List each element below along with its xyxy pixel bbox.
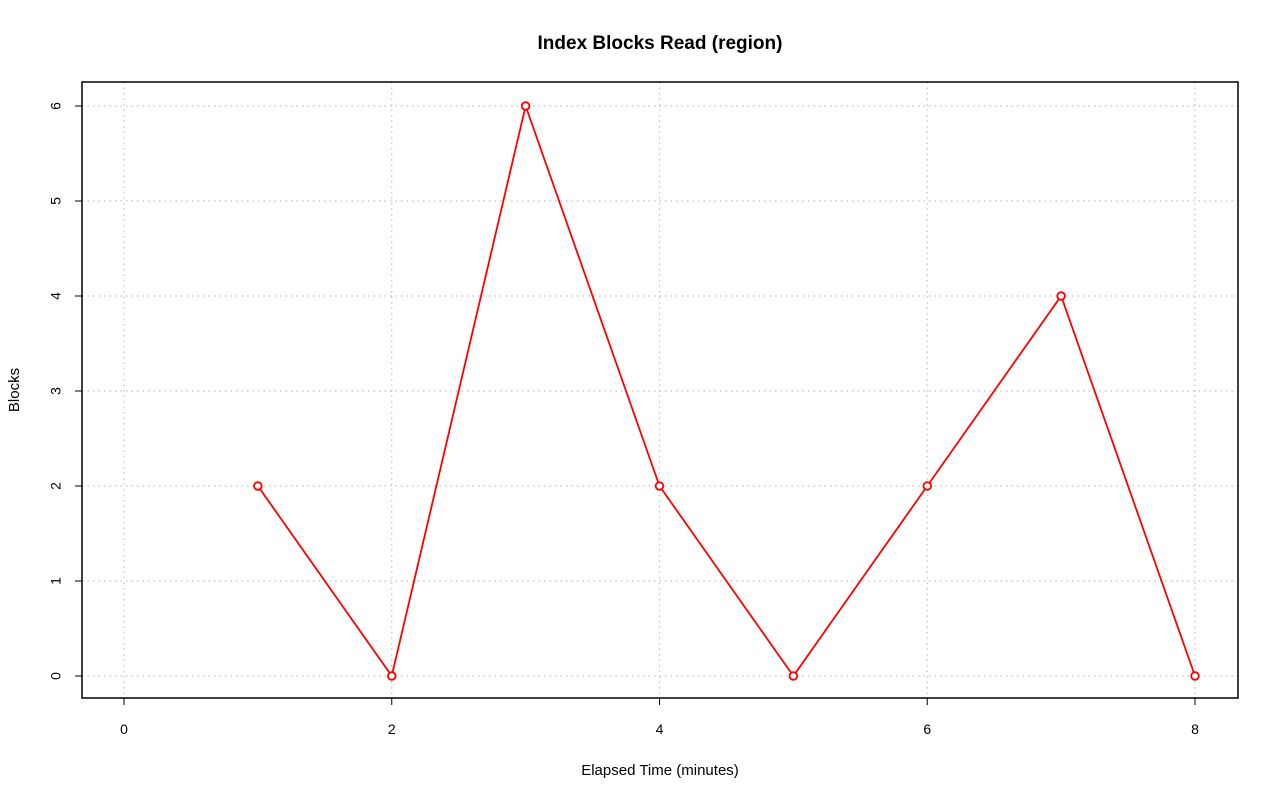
y-tick-label: 4 (48, 292, 64, 300)
data-point (253, 481, 263, 491)
series-layer (253, 101, 1200, 681)
y-axis-title: Blocks (6, 368, 23, 412)
plot-frame (81, 81, 1239, 699)
x-tick-label: 2 (388, 721, 396, 737)
y-tick-label: 1 (48, 577, 64, 585)
data-point (1056, 291, 1066, 301)
y-axis: 0 1 2 3 4 5 6 (48, 102, 82, 680)
data-point (1190, 671, 1200, 681)
x-tick-label: 0 (120, 721, 128, 737)
data-point (654, 481, 665, 491)
y-tick-label: 2 (48, 482, 64, 490)
y-tick-label: 3 (48, 387, 64, 395)
grid (82, 82, 1238, 698)
y-tick-label: 0 (48, 672, 64, 680)
x-tick-label: 6 (923, 721, 931, 737)
x-tick-label: 4 (656, 721, 664, 737)
x-axis: 0 2 4 6 8 (120, 698, 1199, 737)
x-axis-title: Elapsed Time (minutes) (581, 762, 739, 779)
data-point (387, 671, 397, 681)
chart-title: Index Blocks Read (region) (538, 33, 783, 54)
data-point (922, 481, 932, 491)
data-point (520, 101, 531, 111)
y-tick-label: 5 (48, 197, 64, 205)
x-tick-label: 8 (1191, 721, 1199, 737)
y-tick-label: 6 (48, 102, 64, 110)
series-line (257, 102, 1196, 679)
data-point (788, 671, 799, 681)
